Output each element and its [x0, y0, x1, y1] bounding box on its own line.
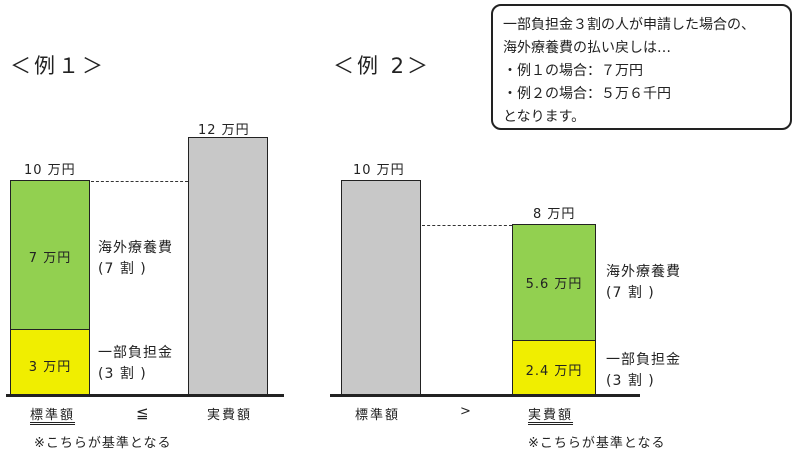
callout-line: 海外療養費の払い戻しは… [503, 40, 671, 56]
example2-x-left-label: 標準額 [355, 408, 401, 423]
example1-baseline [6, 394, 284, 397]
example2-baseline [330, 394, 640, 397]
example1-actual-bar [188, 137, 268, 395]
example1-x-left-label: 標準額 [30, 408, 76, 423]
example2-note: ※こちらが基準となる [528, 436, 666, 451]
example2-title: ＜例 2＞ [333, 54, 432, 78]
example2-green-side-name: 海外療養費 [606, 264, 681, 280]
example1-x-right-label: 実費額 [207, 408, 253, 423]
example2-green-value: 5.6 万円 [525, 277, 583, 292]
example1-comparator: ≦ [136, 404, 151, 422]
example2-green-side-label: 海外療養費 (7 割 ) [606, 262, 681, 304]
example1-green-value: 7 万円 [28, 251, 72, 266]
example1-title: ＜例１＞ [10, 54, 106, 78]
callout-line: となります。 [503, 109, 586, 125]
example2-yellow-side-ratio: (3 割 ) [606, 373, 655, 389]
example1-green-side-ratio: (7 割 ) [98, 261, 147, 277]
example1-green-side-label: 海外療養費 (7 割 ) [98, 238, 173, 280]
example2-yellow-segment: 2.4 万円 [512, 340, 596, 395]
example2-yellow-value: 2.4 万円 [525, 364, 583, 379]
example2-actual-total-label: 8 万円 [533, 207, 576, 222]
example2-yellow-side-name: 一部負担金 [606, 352, 681, 368]
callout-line: ・例１の場合：７万円 [503, 63, 643, 79]
example2-dashed-line [422, 225, 512, 226]
callout-box: 一部負担金３割の人が申請した場合の、 海外療養費の払い戻しは… ・例１の場合：７… [491, 4, 792, 130]
example1-yellow-side-ratio: (3 割 ) [98, 366, 147, 382]
callout-line: 一部負担金３割の人が申請した場合の、 [503, 17, 755, 33]
example2-green-segment: 5.6 万円 [512, 224, 596, 342]
example1-yellow-value: 3 万円 [28, 360, 72, 375]
example2-comparator: > [460, 404, 473, 419]
example1-dashed-line [91, 181, 188, 182]
example1-standard-total-label: 10 万円 [24, 163, 76, 178]
example1-yellow-segment: 3 万円 [10, 329, 90, 395]
example1-yellow-side-label: 一部負担金 (3 割 ) [98, 343, 173, 385]
example2-standard-bar [341, 180, 421, 395]
example2-x-right-label: 実費額 [528, 408, 574, 423]
example1-green-segment: 7 万円 [10, 180, 90, 331]
example2-yellow-side-label: 一部負担金 (3 割 ) [606, 350, 681, 392]
example1-yellow-side-name: 一部負担金 [98, 345, 173, 361]
example1-actual-total-label: 12 万円 [198, 123, 250, 138]
example1-green-side-name: 海外療養費 [98, 240, 173, 256]
example2-standard-total-label: 10 万円 [353, 163, 405, 178]
callout-line: ・例２の場合：５万６千円 [503, 86, 671, 102]
example2-green-side-ratio: (7 割 ) [606, 285, 655, 301]
example1-note: ※こちらが基準となる [34, 436, 172, 451]
